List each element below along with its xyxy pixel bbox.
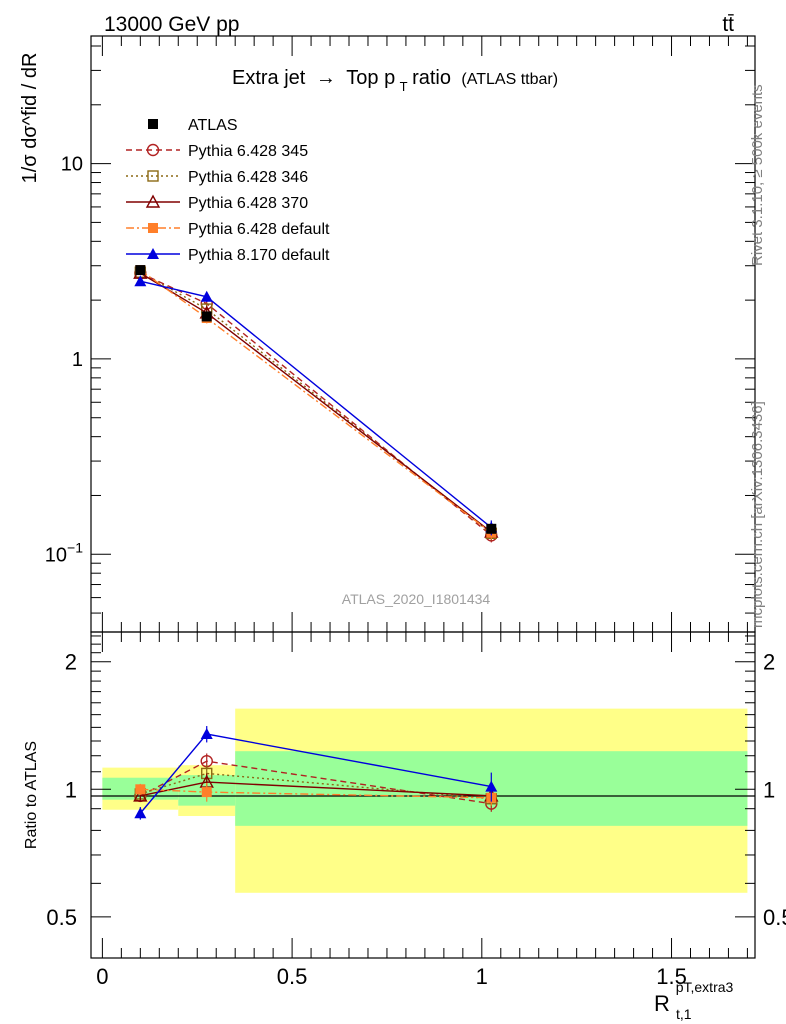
legend-label: Pythia 6.428 default xyxy=(188,221,330,238)
main-ytick-label: 1 xyxy=(72,349,83,371)
main-title: Extra jet → Top p T ratio (ATLAS ttbar) xyxy=(232,67,558,95)
legend-label: ATLAS xyxy=(188,117,238,134)
x-axis-label: R t,1 pT,extra3 xyxy=(654,979,734,1024)
legend-label: Pythia 6.428 370 xyxy=(188,195,308,212)
legend-marker xyxy=(148,119,158,129)
ratio-ytick-label-right: 2 xyxy=(763,650,775,675)
series-line xyxy=(139,269,492,534)
legend-entry: ATLAS xyxy=(148,117,238,134)
ratio-marker xyxy=(200,728,213,740)
data-marker xyxy=(486,523,497,534)
main-ytick-label: 10−1 xyxy=(45,539,83,566)
ratio-frame xyxy=(90,631,756,959)
series-line xyxy=(140,272,492,536)
legend-marker xyxy=(147,248,159,259)
legend-label: Pythia 8.170 default xyxy=(188,247,330,264)
ratio-marker xyxy=(485,780,498,792)
data-marker xyxy=(201,311,212,322)
x-tick-label: 1.5 xyxy=(656,964,687,989)
x-tick-label: 0 xyxy=(96,964,108,989)
legend-entry: Pythia 6.428 345 xyxy=(126,143,308,160)
series-4 xyxy=(135,265,497,540)
main-panel: 10−1 1 10 Extra jet → Top p T ratio (ATLAS… xyxy=(45,35,756,633)
ratio-series-5 xyxy=(134,726,498,820)
ratio-marker xyxy=(134,807,147,819)
svg-text:Rivet 3.1.10, ≥ 500k events: Rivet 3.1.10, ≥ 500k events xyxy=(749,84,766,266)
series-2 xyxy=(134,266,497,541)
ratio-bands xyxy=(102,708,748,893)
energy-label: 13000 GeV pp xyxy=(104,13,239,36)
ratio-marker xyxy=(201,787,212,798)
main-series xyxy=(133,265,499,543)
mcplots-label: mcplots.cern.ch [arXiv:1306.3436] xyxy=(749,401,766,628)
series-1 xyxy=(134,266,498,543)
process-label: tt̄ xyxy=(722,13,734,36)
rivet-label: Rivet 3.1.10, ≥ 500k events xyxy=(749,84,766,266)
svg-text:mcplots.cern.ch [arXiv:1306.34: mcplots.cern.ch [arXiv:1306.3436] xyxy=(749,401,766,628)
legend-marker xyxy=(148,223,158,233)
main-ytick-label: 10 xyxy=(61,154,83,176)
legend-label: Pythia 6.428 346 xyxy=(188,169,308,186)
legend-label: Pythia 6.428 345 xyxy=(188,143,308,160)
legend-marker xyxy=(146,143,160,157)
ratio-series xyxy=(133,726,499,820)
legend-entry: Pythia 6.428 346 xyxy=(126,169,308,186)
ratio-ytick-label-left: 0.5 xyxy=(46,905,77,930)
ratio-ytick-label-left: 1 xyxy=(65,777,77,802)
svg-text:1/σ dσ^fid / dR: 1/σ dσ^fid / dR xyxy=(19,53,41,184)
legend-entry: Pythia 6.428 370 xyxy=(126,194,308,212)
legend-entry: Pythia 6.428 default xyxy=(126,221,330,238)
series-3 xyxy=(133,265,499,539)
ratio-ytick-label-right: 0.5 xyxy=(763,905,786,930)
legend: ATLAS Pythia 6.428 345 Pythia 6.428 346 Pyt… xyxy=(126,117,330,264)
ratio-ytick-label-left: 2 xyxy=(65,650,77,675)
series-marker xyxy=(134,275,147,287)
legend-marker xyxy=(145,194,161,208)
data-marker xyxy=(135,265,146,276)
ratio-marker xyxy=(133,788,148,802)
ratio-ytick-label-right: 1 xyxy=(763,777,775,802)
x-tick-label: 1 xyxy=(476,964,488,989)
ratio-ticks: 0.5 0.5 1 1 2 2 0 0.5 1 1.5 xyxy=(46,632,786,989)
main-ticks: 10−1 1 10 xyxy=(45,36,755,633)
main-data-points xyxy=(135,265,497,534)
ratio-marker xyxy=(135,784,146,795)
svg-text:Ratio to ATLAS: Ratio to ATLAS xyxy=(23,741,40,849)
ratio-ylabel: Ratio to ATLAS xyxy=(23,741,40,849)
legend-entry: Pythia 8.170 default xyxy=(126,247,330,264)
main-ylabel: 1/σ dσ^fid / dR xyxy=(19,53,41,184)
ratio-panel: 0.5 0.5 1 1 2 2 0 0.5 1 1.5 xyxy=(46,631,786,989)
series-marker xyxy=(200,290,213,302)
series-line xyxy=(139,271,492,534)
analysis-tag: ATLAS_2020_I1801434 xyxy=(342,591,491,607)
series-5 xyxy=(134,275,498,536)
legend-marker xyxy=(147,170,159,182)
x-tick-label: 0.5 xyxy=(277,964,308,989)
